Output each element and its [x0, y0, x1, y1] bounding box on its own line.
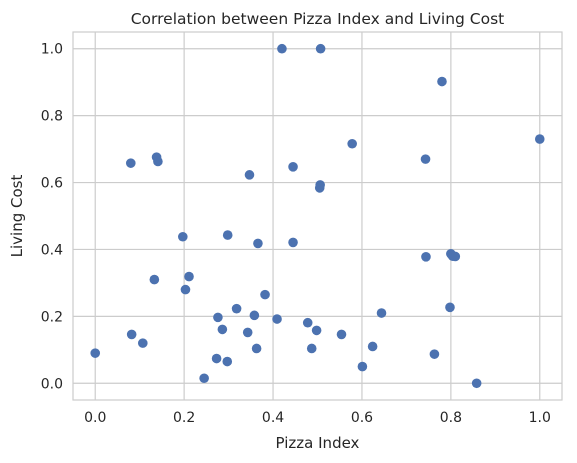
data-point	[421, 252, 431, 262]
data-point	[429, 349, 440, 359]
data-point	[288, 237, 298, 248]
y-tick-labels: 0.0 0.2 0.4 0.6 0.8 1.0	[41, 42, 63, 393]
data-point	[90, 348, 101, 358]
x-tick-labels: 0.0 0.2 0.4 0.6 0.8 1.0	[84, 410, 551, 426]
data-point	[184, 271, 194, 282]
y-tick-label: 0.0	[41, 376, 63, 392]
data-point	[244, 170, 255, 180]
data-point	[126, 329, 137, 340]
y-tick-label: 0.8	[41, 109, 63, 125]
data-point	[302, 317, 313, 328]
y-axis-label: Living Cost	[8, 175, 26, 258]
data-point	[180, 284, 191, 295]
data-point	[213, 312, 223, 323]
data-point	[306, 343, 317, 354]
data-point	[242, 327, 253, 338]
plot-frame	[72, 31, 563, 401]
data-point	[178, 231, 188, 242]
x-tick-label: 0.2	[173, 410, 195, 426]
data-point	[211, 353, 222, 364]
data-point	[260, 289, 270, 300]
data-point	[153, 156, 163, 167]
grid-lines	[73, 32, 562, 400]
data-point	[231, 303, 242, 314]
x-tick-label: 0.8	[440, 410, 462, 426]
x-tick-label: 0.6	[351, 410, 373, 426]
data-point	[315, 43, 326, 54]
x-tick-label: 0.4	[262, 410, 284, 426]
data-point	[471, 378, 482, 389]
x-axis-label: Pizza Index	[276, 434, 360, 452]
data-point	[336, 329, 347, 340]
data-point	[125, 158, 136, 168]
data-point	[420, 154, 431, 164]
data-point	[367, 341, 378, 352]
data-point	[311, 325, 322, 336]
data-point	[137, 338, 148, 348]
y-tick-label: 1.0	[41, 42, 63, 58]
data-point	[534, 134, 545, 144]
data-point	[314, 183, 325, 193]
data-point	[272, 314, 282, 324]
data-point	[217, 324, 228, 335]
data-point	[222, 356, 233, 367]
data-point	[253, 238, 263, 249]
data-point	[347, 138, 357, 149]
y-tick-label: 0.2	[41, 309, 63, 325]
data-point	[357, 361, 368, 372]
data-point	[450, 251, 461, 262]
data-point	[437, 76, 447, 87]
x-tick-label: 0.0	[84, 410, 106, 426]
data-point	[277, 43, 287, 54]
y-tick-label: 0.6	[41, 176, 63, 192]
data-points	[90, 43, 545, 389]
x-tick-label: 1.0	[529, 410, 551, 426]
data-point	[222, 230, 233, 240]
data-point	[445, 302, 455, 313]
data-point	[376, 308, 387, 318]
data-point	[199, 373, 209, 384]
data-point	[251, 343, 262, 354]
chart-title: Correlation between Pizza Index and Livi…	[131, 10, 505, 28]
y-tick-label: 0.4	[41, 242, 63, 258]
data-point	[249, 310, 260, 321]
data-point	[149, 274, 160, 285]
data-point	[288, 162, 298, 172]
